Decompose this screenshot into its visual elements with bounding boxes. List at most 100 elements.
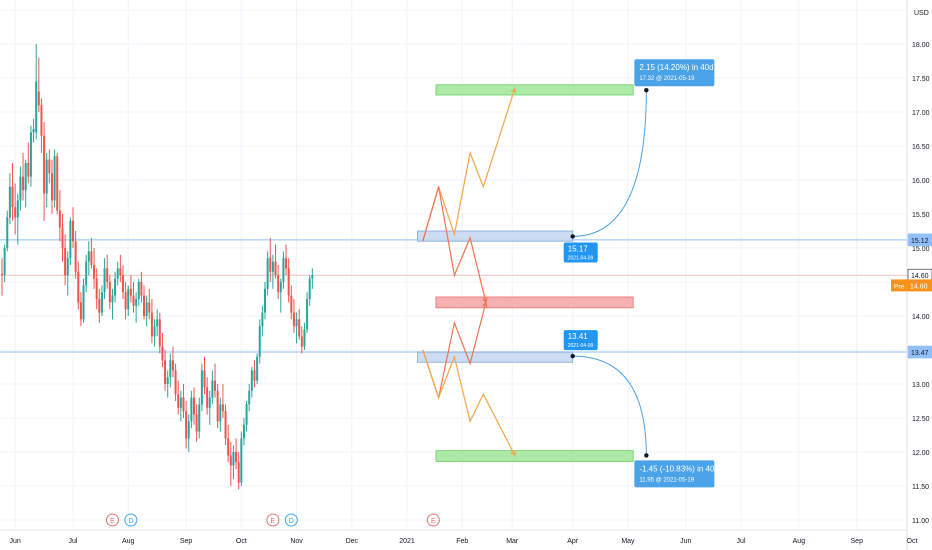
prev-close-price: 14.60 (910, 283, 928, 290)
event-circle[interactable] (105, 513, 119, 527)
time-axis[interactable]: Jun Jul Aug Sep Oct Nov Dec 2021 Feb Mar Apr May Jun… (0, 529, 917, 545)
candle (135, 292, 138, 323)
price-tick-label: 15.00 (912, 246, 930, 253)
candle-body (93, 265, 96, 279)
candle (237, 452, 240, 490)
candle-body (219, 404, 222, 422)
candle-body (35, 81, 38, 133)
candle-body (100, 292, 103, 313)
candle (103, 258, 106, 299)
forecast-path[interactable] (422, 349, 516, 456)
event-letter: E (110, 518, 115, 525)
candle (156, 309, 159, 337)
price-tick-label: 12.50 (912, 416, 930, 423)
price-tick-label: 14.00 (912, 314, 930, 321)
candle-body (166, 377, 169, 384)
candle (187, 414, 190, 452)
candle-body (271, 261, 274, 272)
zone-resistance[interactable] (417, 230, 574, 242)
event-circle[interactable] (266, 513, 280, 527)
forecast-path[interactable] (422, 186, 487, 303)
forecast-paths[interactable] (422, 86, 517, 457)
projection-anchor-dot[interactable] (570, 353, 575, 359)
price-line-label-bg (907, 345, 932, 359)
event-circle[interactable] (426, 513, 440, 527)
projection-end-dot[interactable] (644, 453, 649, 458)
projection-label[interactable]: 2.15 (14.20%) in 40d 17.32 @ 2021-05-19 (634, 59, 715, 87)
price-tick-label: 12.00 (912, 450, 930, 457)
candle-body (185, 411, 188, 439)
candle-body (24, 163, 27, 191)
candle (40, 98, 43, 153)
projection-label-box[interactable] (634, 59, 715, 87)
candle (85, 254, 88, 293)
event-marker[interactable]: D (124, 513, 138, 527)
projections[interactable]: 2.15 (14.20%) in 40d 17.32 @ 2021-05-19 -1… (563, 59, 719, 488)
prev-close-bg (891, 279, 932, 292)
anchor-price-text: 15.17 (568, 244, 589, 253)
candle (137, 278, 140, 306)
candle (214, 363, 217, 398)
zone-target-low[interactable] (435, 450, 634, 462)
event-circle[interactable] (284, 513, 298, 527)
candle (224, 404, 227, 446)
anchor-label[interactable]: 13.41 2021-04-09 (563, 330, 598, 351)
candle (303, 322, 306, 350)
projection-curve[interactable] (572, 90, 647, 237)
candles (1, 44, 314, 490)
candle-body (161, 346, 164, 361)
candle (171, 346, 174, 378)
candle-body (27, 163, 30, 177)
projection-label[interactable]: -1.45 (-10.83%) in 40d 11.95 @ 2021-05-19 (634, 460, 719, 488)
projection-end-dot[interactable] (644, 88, 649, 93)
candle-body (114, 278, 117, 296)
candle-body (1, 273, 3, 276)
anchor-label[interactable]: 15.17 2021-04-09 (563, 242, 598, 263)
candle (198, 397, 201, 439)
price-tick-label: 11.00 (912, 518, 929, 525)
anchor-label-box[interactable] (563, 242, 598, 263)
candle-body (295, 319, 298, 327)
candle-body (224, 411, 227, 439)
candle-body (182, 397, 185, 412)
candle (245, 401, 248, 432)
candle (6, 210, 9, 252)
projection-curve[interactable] (572, 355, 647, 456)
projection-anchor-dot[interactable] (570, 234, 575, 239)
forecast-path[interactable] (422, 88, 516, 242)
candle (256, 353, 259, 384)
candle (219, 397, 222, 432)
candle (61, 214, 64, 262)
event-marker[interactable]: E (426, 513, 440, 527)
projection-label-box[interactable] (634, 460, 715, 488)
event-marker[interactable]: E (105, 513, 119, 527)
zone-support[interactable] (417, 351, 574, 363)
event-circle[interactable] (124, 513, 138, 527)
event-marker[interactable]: D (284, 513, 298, 527)
candle (82, 278, 85, 323)
price-line-label[interactable]: 13.47 (907, 345, 932, 359)
candle-body (48, 159, 51, 174)
zones[interactable] (417, 84, 634, 462)
price-line-label[interactable]: 15.12 (907, 233, 932, 247)
anchor-label-box[interactable] (563, 330, 598, 351)
candle-body (72, 220, 75, 242)
candle (166, 370, 169, 398)
zone-target-high[interactable] (435, 84, 634, 96)
candle-body (135, 299, 138, 306)
candle-body (195, 414, 198, 432)
candle (50, 159, 53, 214)
candle-body (177, 394, 180, 408)
price-axis[interactable]: USD11.0011.5012.0012.5013.0013.5014.0014… (891, 0, 932, 550)
candle-body (119, 268, 122, 276)
prev-close-badge[interactable]: Pre 14.60 (891, 279, 932, 292)
candle-body (179, 397, 182, 408)
time-tick-label: Aug (122, 538, 135, 545)
candle (164, 350, 167, 391)
candle-body (79, 302, 82, 320)
zone-pivot[interactable] (435, 296, 634, 309)
event-marker[interactable]: E (266, 513, 280, 527)
time-tick-label: Sep (851, 538, 864, 545)
